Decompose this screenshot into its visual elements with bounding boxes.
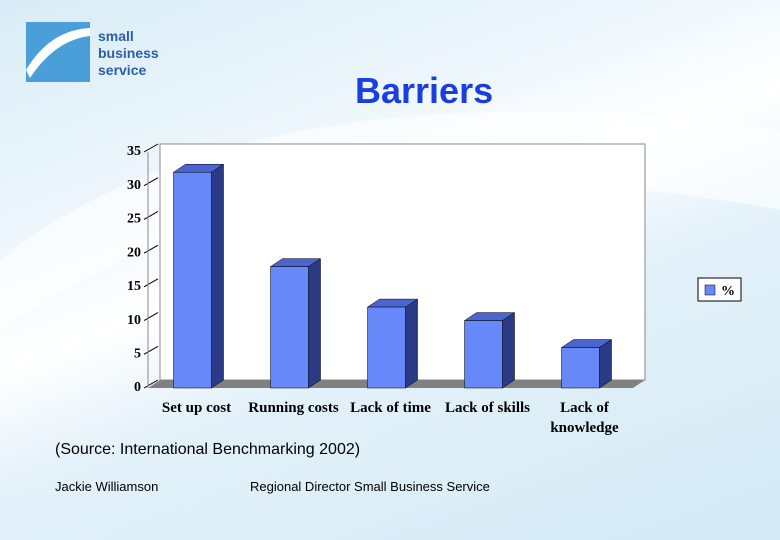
y-tick-label: 15 <box>127 279 141 294</box>
tick-mark <box>143 143 159 153</box>
x-tick-label: Lack of time <box>350 400 431 416</box>
bar <box>464 320 503 389</box>
tick-mark <box>143 244 159 254</box>
bar <box>270 266 309 389</box>
y-tick-label: 10 <box>127 313 141 328</box>
tick-mark <box>143 379 159 389</box>
y-tick-label: 20 <box>127 245 141 260</box>
footer-right: Regional Director Small Business Service <box>250 479 490 494</box>
source: (Source: International Benchmarking 2002… <box>55 441 361 458</box>
y-tick-label: 25 <box>127 212 141 227</box>
legend-swatch <box>704 284 716 296</box>
x-tick-label: Set up cost <box>161 400 232 416</box>
y-tick-label: 5 <box>134 347 141 362</box>
legend-label: % <box>721 284 735 299</box>
y-tick-label: 0 <box>134 380 141 395</box>
bar <box>173 171 212 389</box>
tick-mark <box>143 278 159 288</box>
tick-mark <box>143 177 159 187</box>
bar-side <box>599 339 612 389</box>
tick-mark <box>143 312 159 322</box>
bar <box>367 306 406 389</box>
bar-side <box>502 312 515 389</box>
x-tick-label: Lack of skills <box>444 400 531 416</box>
y-tick-label: 35 <box>127 144 141 159</box>
tick-mark <box>143 345 159 355</box>
footer-left: Jackie Williamson <box>55 479 159 494</box>
logo-line: service <box>98 62 147 78</box>
chart-title: Barriers <box>355 70 494 111</box>
logo-swoosh <box>26 28 90 78</box>
logo-text: small business service <box>98 28 159 79</box>
x-tick-label: Running costs <box>248 400 339 416</box>
logo-line: small <box>98 28 134 44</box>
logo-line: business <box>98 45 159 61</box>
x-tick-label: Lack of knowledge <box>550 400 619 436</box>
bar-side <box>308 258 321 389</box>
tick-mark <box>143 210 159 220</box>
y-tick-label: 30 <box>127 178 141 193</box>
bar-side <box>405 298 418 389</box>
bar-side <box>211 163 224 389</box>
bar <box>561 347 600 389</box>
